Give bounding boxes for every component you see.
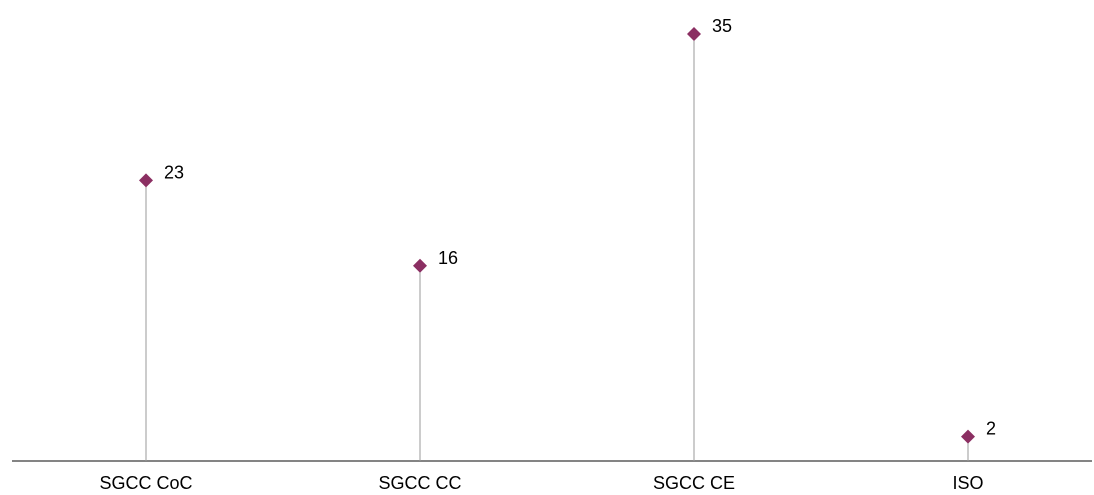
stems-group: [145, 34, 969, 461]
category-labels-group: SGCC CoC SGCC CC SGCC CE ISO: [99, 473, 983, 493]
marker-iso: [961, 429, 975, 444]
value-label-sgcc-coc: 23: [164, 162, 184, 182]
value-label-sgcc-ce: 35: [712, 16, 732, 36]
marker-sgcc-cc: [413, 258, 427, 273]
value-label-sgcc-cc: 16: [438, 248, 458, 268]
category-label-sgcc-coc: SGCC CoC: [99, 473, 192, 493]
marker-sgcc-ce: [687, 27, 701, 41]
category-label-sgcc-cc: SGCC CC: [378, 473, 461, 493]
markers-group: [139, 27, 975, 444]
category-label-sgcc-ce: SGCC CE: [653, 473, 735, 493]
category-label-iso: ISO: [952, 473, 983, 493]
marker-sgcc-coc: [139, 173, 153, 188]
value-label-iso: 2: [986, 419, 996, 439]
value-labels-group: 23 16 35 2: [164, 16, 996, 439]
